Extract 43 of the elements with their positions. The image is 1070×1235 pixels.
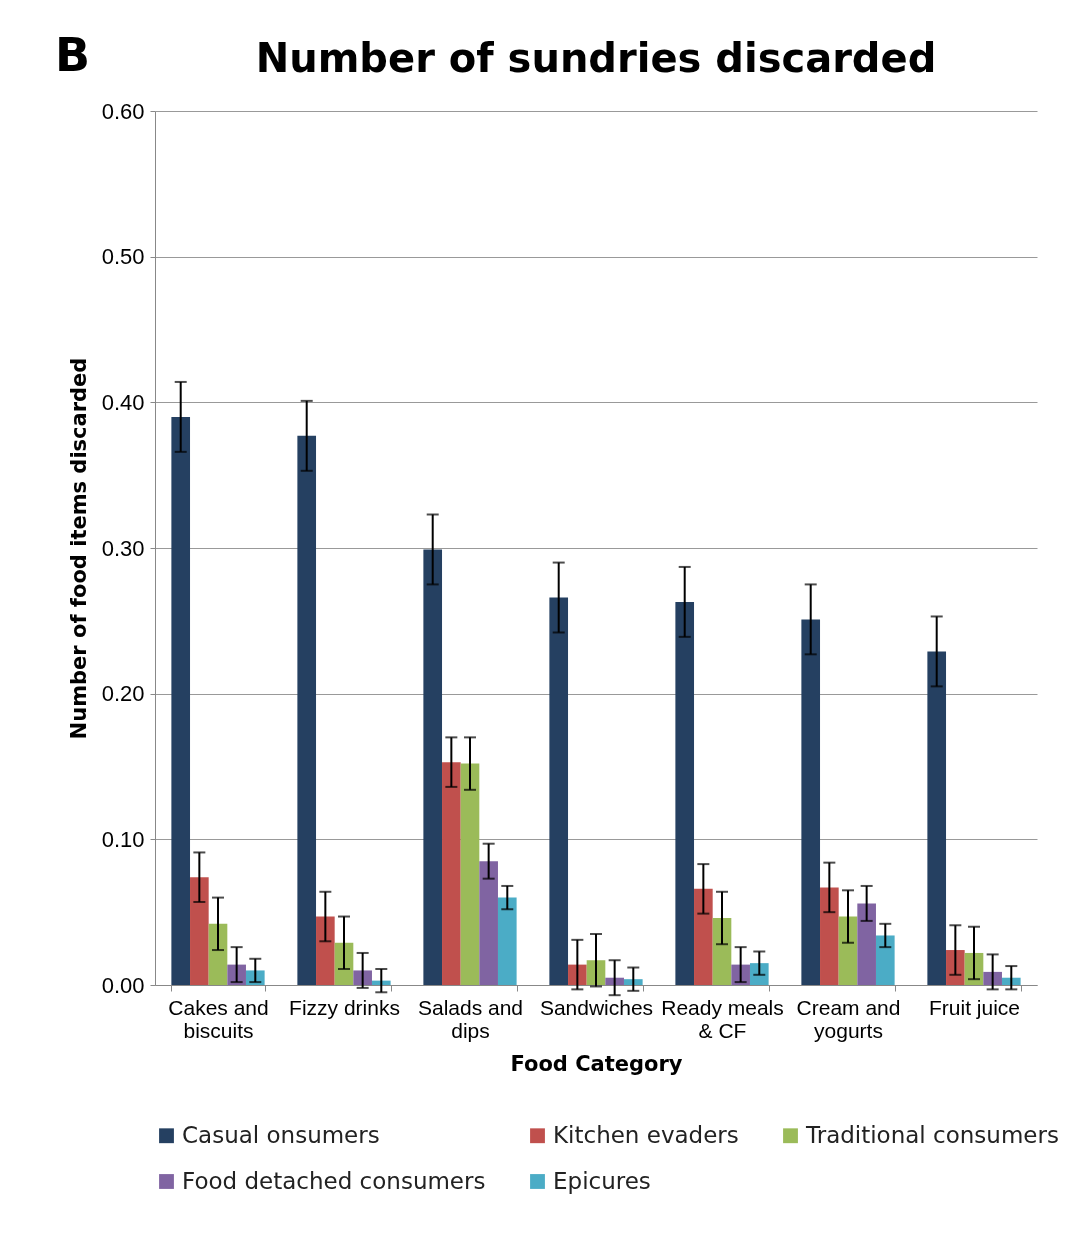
y-tick-label: 0.20 <box>101 681 145 707</box>
legend-label: Traditional consumers <box>805 1121 1059 1148</box>
bar <box>549 597 569 985</box>
bar <box>479 861 498 985</box>
legend-label: Casual onsumers <box>182 1121 380 1148</box>
bar <box>460 763 480 985</box>
bar <box>497 897 517 985</box>
y-tick-label: 0.40 <box>101 389 145 415</box>
bar <box>171 416 191 985</box>
bar <box>927 651 947 985</box>
y-axis-title: Number of food items discarded <box>66 357 91 740</box>
bar <box>857 903 876 985</box>
x-tick-label: Cakes and biscuits <box>168 995 269 1042</box>
x-tick-label: Cream and yogurts <box>796 995 901 1042</box>
bar <box>694 888 713 985</box>
bar <box>423 549 443 985</box>
bar <box>208 923 228 985</box>
x-tick-label: Sandwiches <box>539 995 654 1019</box>
y-tick-label: 0.00 <box>101 972 145 998</box>
y-tick-label: 0.30 <box>101 535 145 561</box>
bar <box>442 762 461 985</box>
bar <box>801 619 821 985</box>
bar <box>316 916 335 985</box>
legend-label: Kitchen evaders <box>553 1121 739 1148</box>
bar <box>190 877 209 985</box>
bar <box>712 917 732 985</box>
x-tick-label: Fruit juice <box>928 995 1021 1019</box>
chart-title: Number of sundries discarded <box>255 35 937 81</box>
y-tick-label: 0.10 <box>101 826 145 852</box>
x-tick-label: Salads and dips <box>417 995 524 1042</box>
legend-label: Food detached consumers <box>182 1167 486 1194</box>
text: B <box>55 28 91 82</box>
x-axis-title: Food Category <box>510 1051 683 1076</box>
bar <box>838 916 858 985</box>
legend-label: Epicures <box>553 1167 651 1194</box>
y-tick-label: 0.50 <box>101 244 145 270</box>
bar <box>875 935 895 985</box>
y-tick-label: 0.60 <box>101 98 145 124</box>
bar <box>820 887 839 985</box>
bar <box>297 435 317 985</box>
x-tick-label: Fizzy drinks <box>289 995 400 1019</box>
bar <box>675 601 695 985</box>
x-tick-label: Ready meals & CF <box>661 995 784 1042</box>
